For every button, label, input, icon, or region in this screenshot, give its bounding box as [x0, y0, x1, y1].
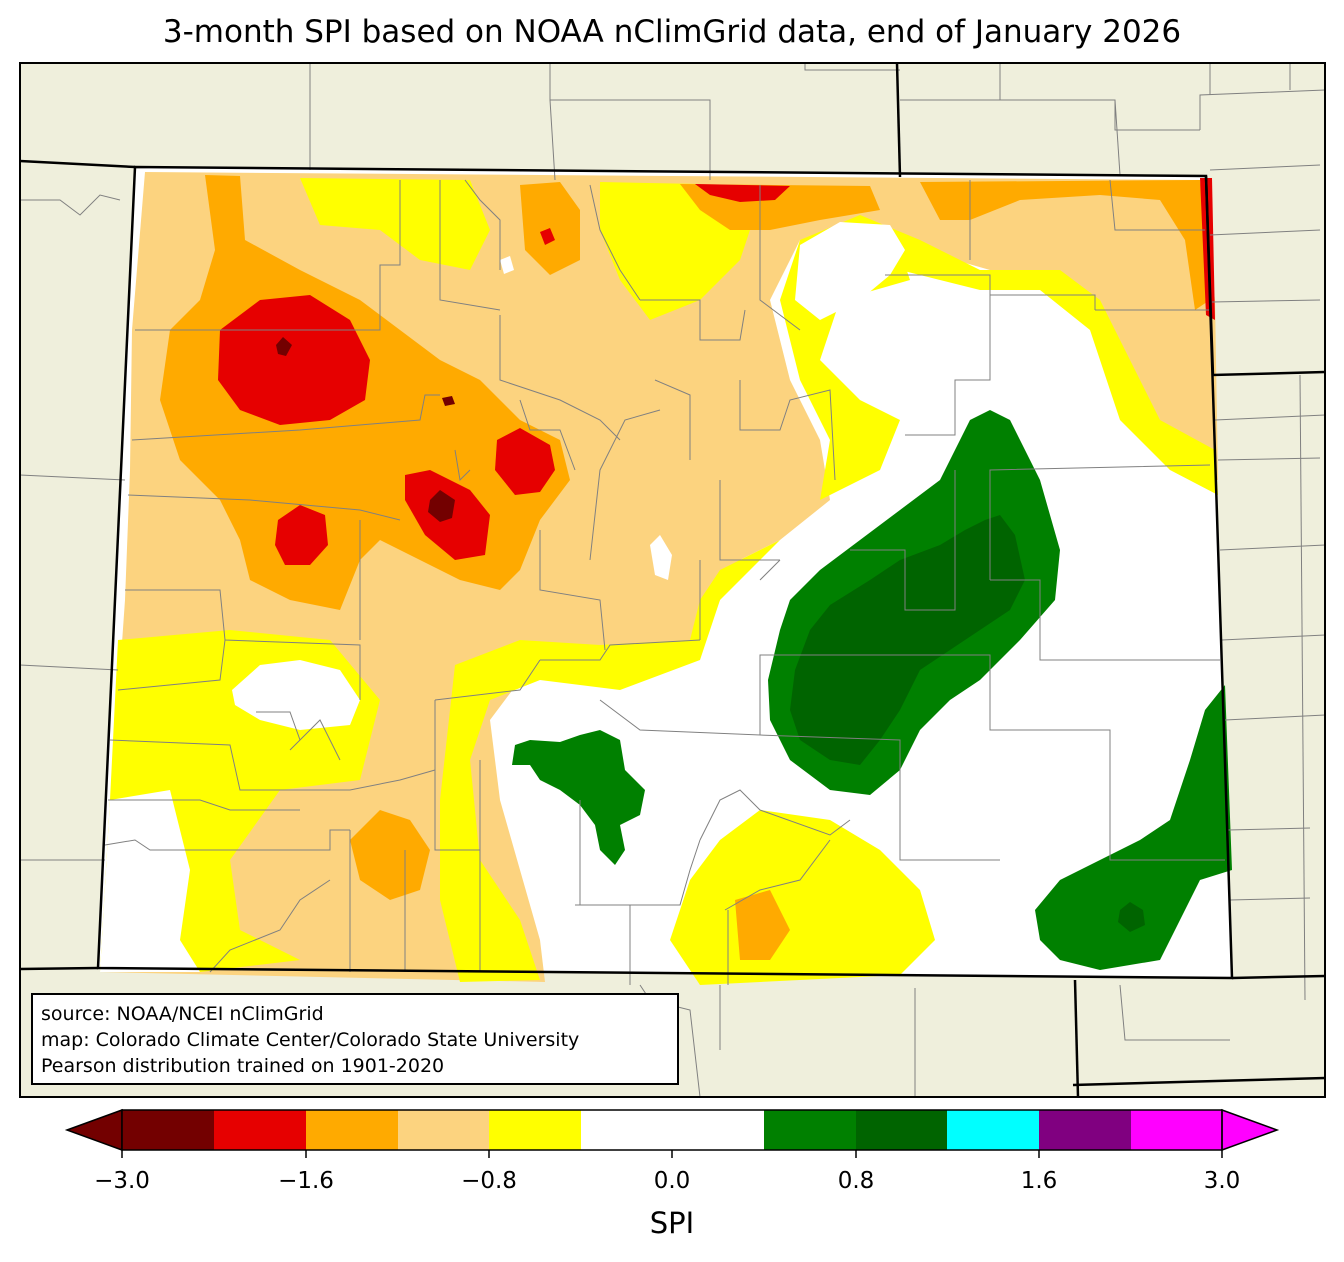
colorbar-seg-7 — [764, 1110, 856, 1150]
map-frame — [19, 62, 1326, 1098]
contour-yellow-center — [440, 230, 910, 982]
contour-darkred-3 — [442, 396, 455, 406]
colorbar — [64, 1108, 1280, 1158]
colorbar-tick-label: −3.0 — [94, 1168, 150, 1194]
contour-yellow-top — [300, 178, 490, 270]
colorbar-over-arrow — [1221, 1108, 1280, 1152]
contour-white-sw2 — [100, 790, 200, 972]
contour-white-c — [650, 535, 672, 580]
distribution-line: Pearson distribution trained on 1901-202… — [41, 1055, 445, 1077]
contour-red-center2 — [495, 428, 555, 495]
colorbar-tick-label: 0.0 — [653, 1168, 691, 1194]
contour-white-nehole — [795, 222, 905, 320]
colorbar-tick-label: 3.0 — [1203, 1168, 1241, 1194]
contour-white-top — [500, 256, 514, 274]
contour-red-w — [275, 505, 328, 565]
colorbar-seg-2 — [306, 1110, 398, 1150]
colorbar-seg-4 — [489, 1110, 581, 1150]
colorbar-seg-9 — [947, 1110, 1039, 1150]
colorbar-seg-5 — [581, 1110, 672, 1150]
colorbar-tick-label: 1.6 — [1020, 1168, 1058, 1194]
contour-orange-ne — [920, 180, 1210, 310]
colorbar-tick-label: −1.6 — [278, 1168, 334, 1194]
map-title: 3-month SPI based on NOAA nClimGrid data… — [162, 14, 1182, 50]
contour-red-top — [540, 228, 555, 245]
county-borders — [104, 179, 1225, 985]
contour-darkgreen-east — [790, 515, 1025, 765]
colorbar-seg-1 — [214, 1110, 306, 1150]
source-line: source: NOAA/NCEI nClimGrid — [41, 1003, 324, 1025]
colorbar-tick-label: 0.8 — [837, 1168, 875, 1194]
colorbar-seg-3 — [398, 1110, 489, 1150]
contour-darkred-1 — [276, 337, 292, 356]
colorbar-under-arrow — [64, 1108, 123, 1152]
colorbar-tick-label: −0.8 — [461, 1168, 517, 1194]
contour-red-ntop — [695, 184, 790, 202]
source-annotation: source: NOAA/NCEI nClimGrid map: Colorad… — [31, 993, 679, 1085]
contour-green-sc — [512, 730, 645, 865]
colorbar-seg-6 — [672, 1110, 764, 1150]
colorbar-seg-0 — [122, 1110, 214, 1150]
neighbor-county-borders — [19, 63, 1326, 1098]
contour-green-se — [1035, 685, 1232, 970]
colorbar-seg-10 — [1039, 1110, 1131, 1150]
colorbar-label: SPI — [649, 1206, 695, 1240]
map-credit-line: map: Colorado Climate Center/Colorado St… — [41, 1029, 580, 1051]
colorbar-seg-8 — [856, 1110, 947, 1150]
contour-red-nw — [218, 295, 370, 425]
colorbar-seg-11 — [1131, 1110, 1222, 1150]
contour-orange-south2 — [735, 890, 790, 960]
contour-orange-sw — [350, 810, 430, 900]
contour-darkred-2 — [428, 490, 455, 522]
contour-yellow-south — [670, 810, 935, 985]
colorbar-ticks — [121, 1150, 1223, 1158]
contour-darkgreen-se — [1118, 902, 1145, 932]
state-borders — [19, 62, 1326, 1098]
